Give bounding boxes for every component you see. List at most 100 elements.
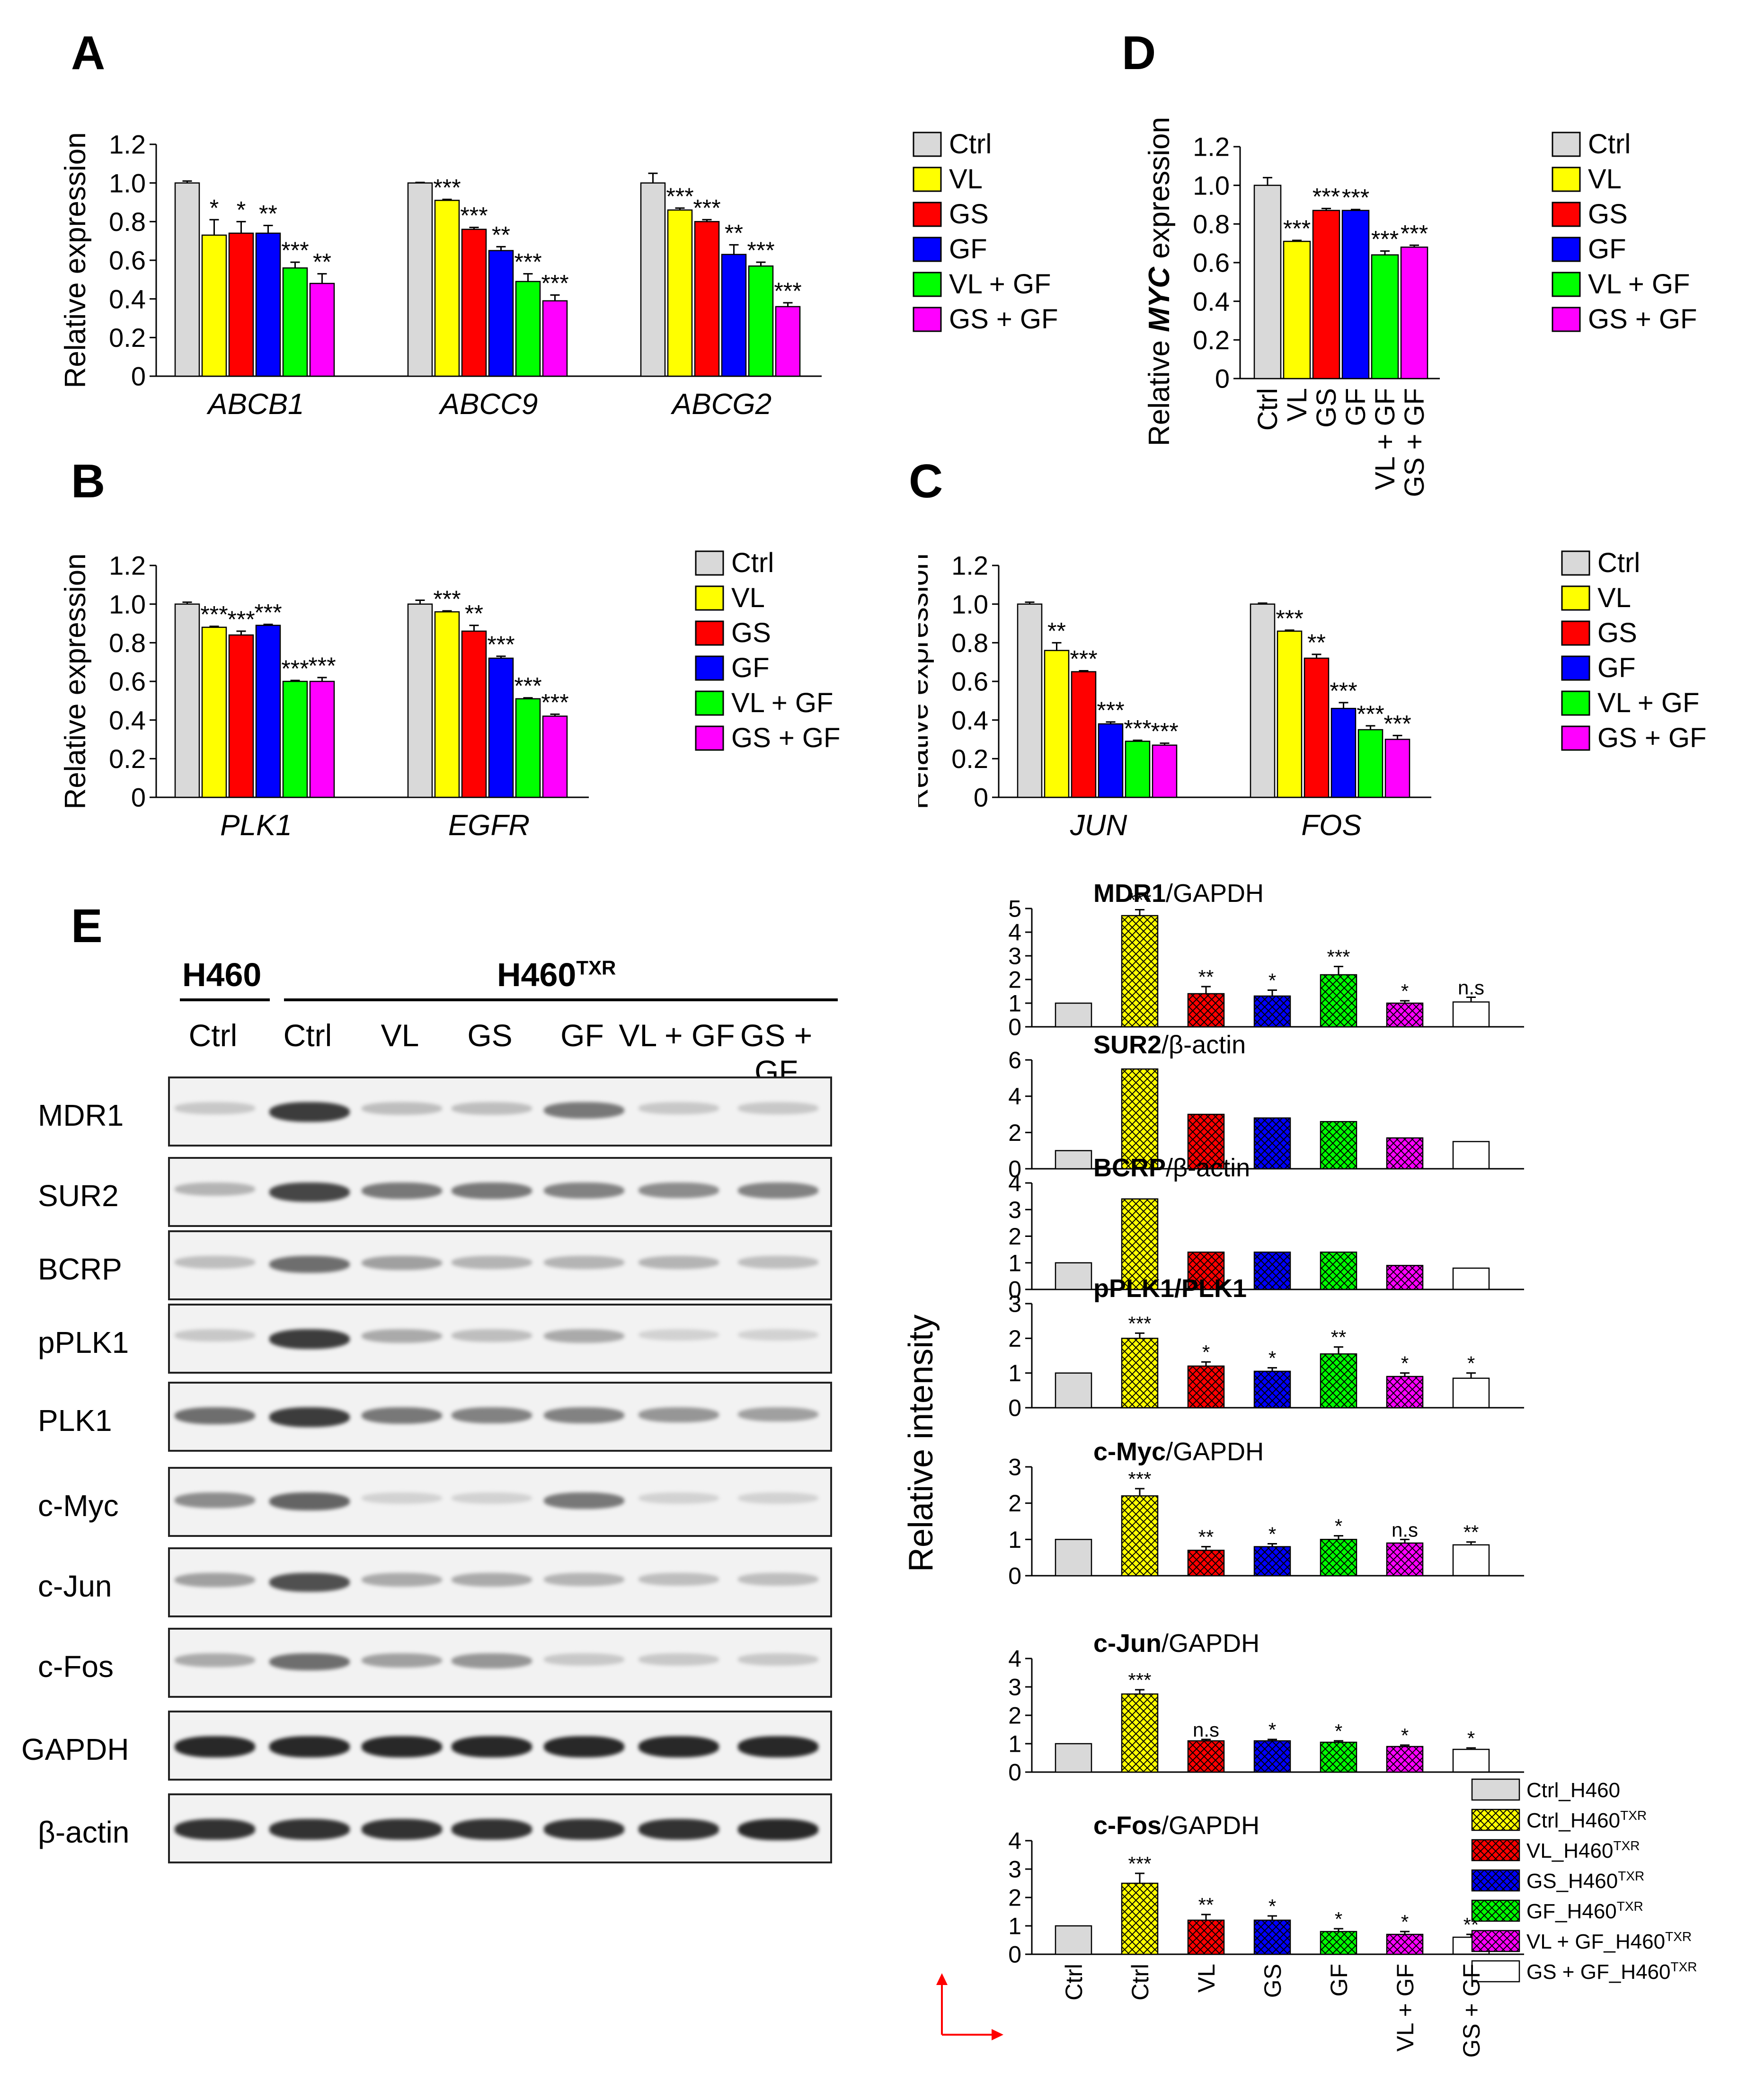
sig-label: *** (774, 278, 801, 304)
bar-C-0-3 (1098, 723, 1124, 798)
sig-label: *** (281, 655, 309, 682)
sig-label: *** (1401, 220, 1428, 247)
sig-label: * (1335, 1908, 1342, 1930)
chart-d-y-tick-label: 0.4 (1193, 286, 1230, 316)
chart-e-title-rest: /GAPDH (1162, 1811, 1259, 1840)
bar-B-1-0 (407, 603, 433, 798)
bar-e-0-2 (1187, 993, 1225, 1028)
chart-e-category-label: VL (1193, 1964, 1220, 1993)
legend-B-label: GS + GF (731, 723, 840, 753)
sig-label: *** (1371, 226, 1399, 253)
bar-d-0 (1253, 185, 1282, 379)
chart-A-y-tick-label: 1.0 (109, 168, 146, 198)
chart-e-title-rest: /β-actin (1162, 1031, 1246, 1059)
sig-label: ** (725, 220, 743, 246)
sig-label: n.s (1458, 977, 1484, 999)
sig-label: *** (308, 653, 336, 679)
chart-e-0-y-tick-label: 1 (1008, 990, 1021, 1017)
bar-e-4-3 (1253, 1546, 1291, 1577)
chart-e-subplot-title: c-Fos/GAPDH (1093, 1811, 1259, 1840)
legend-C-swatch (1561, 585, 1590, 611)
sig-label: *** (693, 194, 720, 221)
blot-band (544, 1653, 624, 1666)
bar-C-0-0 (1017, 603, 1043, 798)
legend-B-swatch (695, 690, 724, 716)
chart-d-y-tick-label: 0.6 (1193, 248, 1230, 278)
chart-e-4-y-tick-label: 2 (1008, 1490, 1021, 1517)
bar-B-0-5 (309, 680, 335, 798)
chart-e-6-y-tick-label: 4 (1008, 1828, 1021, 1854)
panel-label-e: E (71, 900, 103, 953)
blot-band (639, 1182, 719, 1198)
sig-label: *** (200, 601, 228, 628)
sig-label: *** (281, 237, 309, 264)
chart-e-subplot-title: BCRP/β-actin (1093, 1154, 1250, 1182)
chart-e-category-label: Ctrl (1061, 1964, 1087, 2001)
bar-e-6-1 (1121, 1882, 1159, 1955)
legend-B-label: Ctrl (731, 547, 774, 578)
legend-C-swatch (1561, 620, 1590, 646)
blot-band (175, 1329, 255, 1341)
sig-label: n.s (1193, 1719, 1219, 1741)
chart-e-0-y-tick-label: 3 (1008, 943, 1021, 970)
legend-B-swatch (695, 550, 724, 576)
category-label: GS (1311, 388, 1342, 428)
chart-e-legend-sup: TXR (1665, 1929, 1692, 1944)
chart-C-y-tick-label: 1.2 (951, 551, 988, 581)
legend-d-swatch (1552, 202, 1581, 227)
chart-e-5-y-tick-label: 4 (1008, 1646, 1021, 1672)
blot-band (175, 1256, 255, 1269)
chart-e-3-y-tick-label: 2 (1008, 1325, 1021, 1352)
blot-band (175, 1182, 255, 1196)
chart-e-legend-swatch (1471, 1899, 1520, 1922)
legend-C-label: GS + GF (1597, 723, 1706, 753)
bar-e-1-4 (1320, 1121, 1357, 1170)
chart-b: 0 0.2 0.4 0.6 0.8 1.0 1.2 Relative expression **… (59, 547, 840, 842)
blot-band (738, 1182, 818, 1199)
blot-band (452, 1182, 532, 1200)
chart-A-ylabel: Relative expression (59, 132, 92, 388)
bar-C-1-0 (1250, 603, 1276, 798)
bar-e-6-5 (1386, 1933, 1424, 1955)
legend-d-swatch (1552, 237, 1581, 262)
legend-d-swatch (1552, 132, 1581, 157)
bar-e-5-5 (1386, 1746, 1424, 1773)
bar-B-0-0 (174, 603, 200, 798)
blot-band (362, 1653, 442, 1668)
legend-C-label: Ctrl (1597, 547, 1640, 578)
panel-label-d: D (1122, 26, 1156, 79)
legend-C-label: GS (1597, 618, 1637, 648)
chart-d-ylabel-part: MYC (1143, 266, 1176, 332)
sig-label: * (1401, 1724, 1409, 1747)
sig-label: * (1401, 980, 1409, 1002)
bar-e-2-5 (1386, 1265, 1424, 1290)
blot-strip (168, 1304, 832, 1374)
chart-d-y-tick-label: 1.0 (1193, 170, 1230, 200)
sig-label: *** (1276, 605, 1303, 632)
blot-band (738, 1736, 818, 1757)
blot-band (175, 1653, 255, 1668)
sig-label: * (1268, 1719, 1276, 1741)
legend-A-label: VL (949, 164, 983, 194)
bar-d-1 (1283, 240, 1311, 379)
blot-band (738, 1102, 818, 1114)
chart-A-y-tick-label: 0.2 (109, 323, 146, 353)
blot-row-label: BCRP (38, 1252, 122, 1286)
blot-band (452, 1653, 532, 1668)
blot-row-label: β-actin (38, 1815, 130, 1849)
blot-band (269, 1102, 350, 1122)
bar-d-3 (1341, 210, 1370, 379)
sig-label: ** (1331, 1326, 1347, 1349)
legend-C-swatch (1561, 725, 1590, 751)
legend-d-label: GF (1588, 234, 1626, 265)
chart-e-legend-label: VL_H460TXR (1526, 1838, 1640, 1862)
chart-e-0-y-tick-label: 0 (1008, 1014, 1021, 1041)
sig-label: n.s (1392, 1518, 1418, 1541)
sig-label: * (210, 194, 219, 221)
chart-B-y-tick-label: 0 (131, 783, 146, 812)
bar-e-3-5 (1386, 1376, 1424, 1409)
chart-d: 0 0.2 0.4 0.6 0.8 1.0 1.2 Relative MYC expressi… (1143, 117, 1697, 497)
legend-A-swatch (913, 307, 942, 332)
